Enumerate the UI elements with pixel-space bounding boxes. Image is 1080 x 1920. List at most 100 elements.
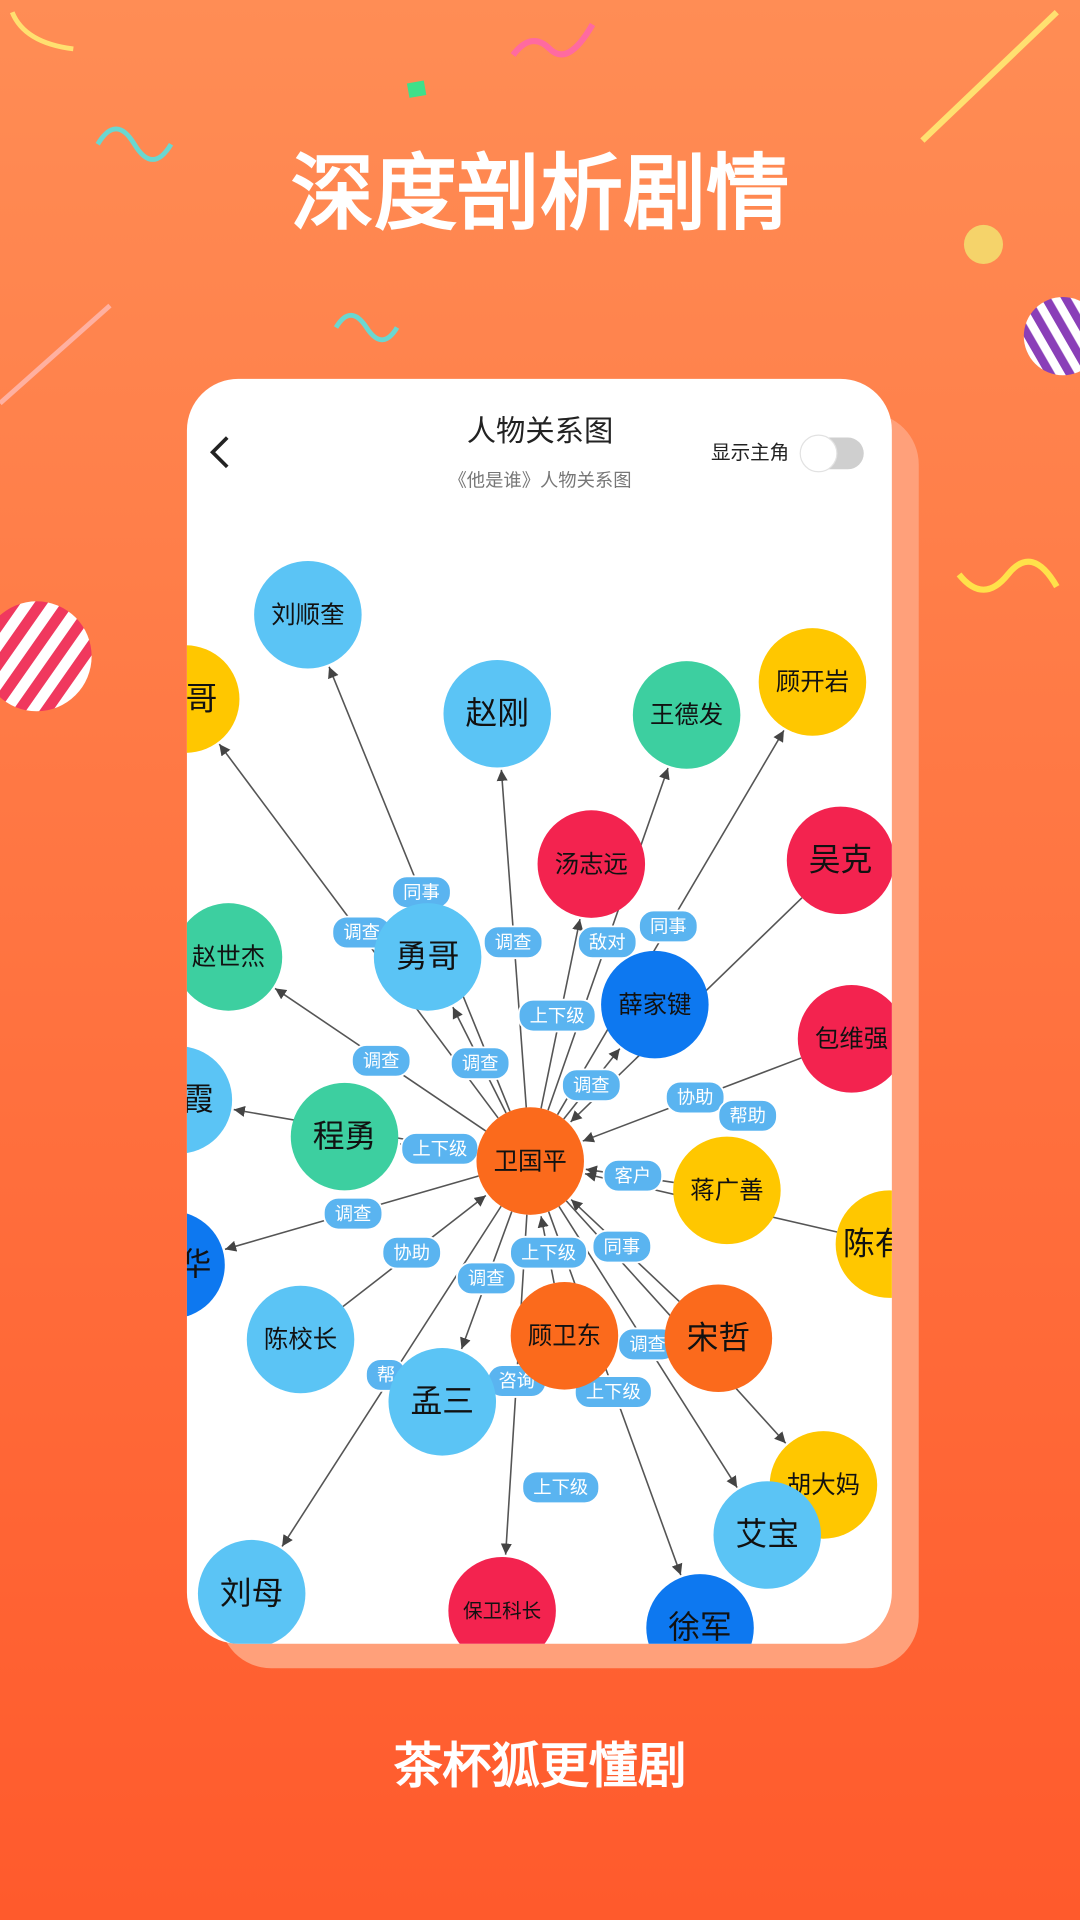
edge-label: 上下级 [533,1478,588,1499]
character-name: 顾卫东 [528,1321,601,1350]
character-name: 刘母 [220,1576,284,1612]
decorations [0,10,1080,712]
character-node[interactable] [175,903,283,1011]
character-name: 艾宝 [735,1517,799,1553]
character-node[interactable] [646,1574,754,1682]
character-node[interactable] [537,810,646,918]
edge-label: 调查 [462,1053,499,1074]
edge-label: 咨询 [498,1371,535,1392]
character-name: 陈有 [843,1226,907,1262]
character-name: 陈校长 [264,1325,337,1354]
character-node[interactable] [601,950,709,1059]
character-name: 赵世杰 [192,942,265,971]
toggle-label: 显示主角 [711,441,789,464]
character-name: 吴克 [809,843,873,879]
character-node[interactable] [125,1046,233,1154]
character-name: 孟三 [410,1384,474,1420]
character-node[interactable] [786,806,895,915]
edge-label-pill [449,1046,511,1081]
edge-label: 上下级 [586,1382,641,1403]
edge-label-pill [602,1158,664,1193]
edge-label: 调查 [335,1204,372,1225]
edge-label-pill [576,925,638,960]
character-node[interactable] [664,1284,773,1393]
character-name: 汤志远 [555,849,628,878]
edge-label-pill [717,1099,778,1133]
edge-label: 同事 [604,1237,641,1258]
edge-label: 上下级 [412,1139,467,1160]
edge-label-pill [517,998,597,1033]
edge-label: 上下级 [530,1006,585,1027]
character-node[interactable] [835,1190,944,1298]
character-node[interactable] [476,1107,584,1215]
edge-label-pill [456,1261,517,1296]
character-node[interactable] [443,659,551,768]
character-name: 包维强 [815,1024,888,1053]
edge-label: 调查 [468,1269,505,1290]
edge-label-pill [561,1068,622,1103]
edge-label: 同事 [403,882,440,903]
character-node[interactable] [632,661,741,769]
character-node[interactable] [713,1481,821,1589]
character-name: 顾开岩 [776,667,849,696]
character-name: 哥 [186,681,218,717]
edge-label-pill [509,1235,588,1270]
edge-label: 调查 [573,1075,610,1096]
character-node[interactable] [254,560,362,669]
edge-label: 调查 [343,923,380,944]
character-node[interactable] [448,1557,556,1665]
character-node[interactable] [673,1136,781,1245]
edge-label: 调查 [363,1051,400,1072]
character-name: 薛家键 [618,990,691,1019]
character-name: 王德发 [650,700,723,729]
character-node[interactable] [388,1348,497,1456]
edge-label: 上下级 [521,1243,576,1264]
edge-label-pill [591,1229,653,1264]
edge-label-pill [381,1235,442,1270]
character-name: 程勇 [313,1119,377,1155]
edge-label: 帮助 [729,1106,766,1127]
character-name: 卫国平 [494,1146,567,1175]
tagline: 茶杯狐更懂剧 [393,1738,686,1795]
toggle-knob [799,434,838,473]
edge-label-pill [573,1375,653,1409]
character-name: 霞 [182,1082,214,1118]
edge-label-pill [521,1470,601,1505]
character-name: 赵刚 [465,696,529,732]
headline: 深度剖析剧情 [291,145,789,242]
edge-label-pill [664,1080,726,1115]
edge-label: 协助 [677,1088,714,1109]
edge-label: 敌对 [589,932,626,953]
edge-label: 调查 [629,1335,666,1356]
edge-label: 帮 [377,1365,395,1386]
screen-title: 人物关系图 [467,414,614,448]
character-name: 刘顺奎 [271,600,344,629]
character-name: 徐军 [668,1610,732,1646]
back-button[interactable] [209,436,229,469]
edge-label-pill [322,1196,384,1231]
character-node[interactable] [246,1285,355,1394]
toggle[interactable] [799,434,864,473]
character-name: 宋哲 [687,1320,751,1356]
edge-label-pill [638,909,699,944]
character-node[interactable] [510,1282,619,1390]
character-node[interactable] [197,1539,306,1648]
character-node[interactable] [117,1211,225,1319]
edge-label-pill [350,1044,412,1078]
edge-label: 同事 [650,917,687,938]
character-name: 华 [180,1247,212,1283]
character-name: 蒋广善 [690,1176,763,1205]
character-node[interactable] [758,628,867,736]
screen-subtitle: 《他是谁》人物关系图 [448,471,631,492]
character-node[interactable] [797,985,906,1093]
edge-label: 协助 [393,1243,430,1264]
character-node[interactable] [290,1082,399,1191]
character-node[interactable] [373,903,482,1011]
edge-label-pill [482,925,544,960]
character-name: 勇哥 [396,939,460,975]
character-node[interactable] [132,645,240,753]
